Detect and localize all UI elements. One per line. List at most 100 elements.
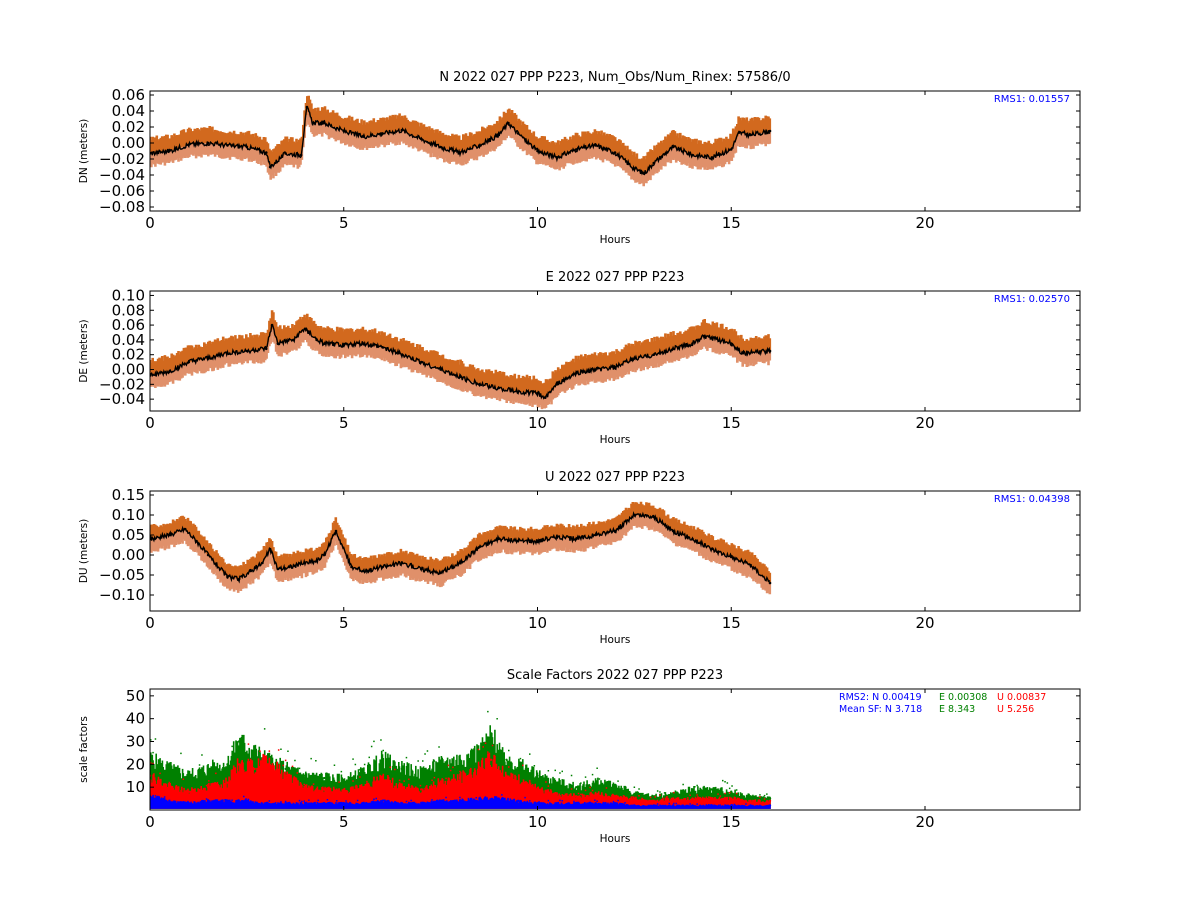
data-point [671,529,675,533]
data-point-e [489,735,493,739]
data-point [642,172,646,175]
data-point [691,537,694,541]
data-point-n [536,801,539,805]
data-point-u [226,781,229,784]
data-point-n [671,804,675,807]
axes-frame [149,90,1081,212]
y-tick-label: 0.10 [112,506,145,524]
meansf-n: Mean SF: N 3.718 [839,704,922,715]
data-point-n [497,797,500,800]
data-point [419,137,423,141]
data-point [249,569,253,573]
chart-title: Scale Factors 2022 027 PPP P223 [507,668,723,683]
data-point [270,323,274,327]
data-point-u [361,785,365,789]
data-point-n [768,804,772,807]
data-point [710,547,714,551]
data-point [729,555,733,559]
rms2-e: E 0.00308 [939,692,987,703]
data-point [536,539,539,543]
data-point [497,133,501,137]
data-point [478,144,481,147]
data-point [268,165,272,169]
data-point [729,148,733,151]
data-point [400,128,404,132]
data-point [574,371,578,375]
data-point [613,365,617,369]
x-tick-label: 0 [145,614,155,632]
data-point [671,347,675,351]
data-point [555,156,559,159]
data-point [749,563,752,567]
data-point-u [253,767,256,771]
y-tick-label: 0.08 [112,301,145,319]
data-point-u [439,781,442,784]
data-point [671,145,675,149]
meansf-e: E 8.343 [939,704,975,715]
data-point [710,156,714,159]
data-point [361,135,365,138]
data-point-n [361,801,365,805]
lower-error-band [150,515,772,595]
x-tick-label: 15 [722,813,741,831]
data-point [400,353,404,357]
data-point-e [691,788,694,791]
upper-error-band [150,501,772,583]
data-point [702,334,706,338]
data-point [458,561,462,565]
data-point-u [691,797,694,800]
data-point-e [652,795,655,798]
data-point [574,537,578,541]
data-point [439,571,442,575]
data-point [168,370,171,374]
data-point [594,144,597,147]
data-point-u [489,758,493,761]
x-tick-label: 10 [528,414,547,432]
data-point-u [536,788,539,791]
data-point-e [168,767,171,771]
data-point-e [536,774,539,777]
data-point-u [381,776,384,780]
data-point-e [420,772,423,775]
data-point [543,396,547,399]
data-point-e [730,790,733,793]
lower-error-band [150,108,772,187]
upper-error-band [150,310,772,398]
data-point [245,349,249,353]
data-point-u [206,785,210,789]
data-point [652,353,656,357]
data-point [478,383,481,386]
chart-title: N 2022 027 PPP P223, Num_Obs/Num_Rinex: … [439,70,790,85]
y-tick-label: 0.06 [112,316,145,334]
data-point [381,565,384,569]
data-point-n [633,804,636,807]
data-point-e [613,783,617,787]
data-point [633,513,636,517]
data-point-n [187,801,190,805]
data-point [497,386,501,390]
y-tick-label: 0.15 [112,486,145,504]
data-point-e [284,767,287,771]
data-point [381,132,384,135]
data-point-e [458,758,462,761]
data-point [206,553,210,557]
data-point-e [524,767,528,771]
data-point-e [323,776,326,780]
data-point [419,360,423,364]
data-point [458,375,462,379]
series-line [150,105,771,176]
y-tick-label: −0.02 [99,375,145,393]
x-tick-label: 15 [722,414,741,432]
data-point-e [478,751,481,755]
rms-annotation: RMS1: 0.04398 [994,494,1070,505]
data-point-n [342,801,345,805]
x-tick-label: 5 [339,414,349,432]
data-point-u [633,797,636,800]
x-tick-label: 0 [145,214,155,232]
data-point [478,545,481,549]
series-line [150,510,771,584]
y-tick-label: 0.04 [112,331,145,349]
data-point-e [381,758,384,761]
rms2-u: U 0.00837 [997,692,1046,703]
